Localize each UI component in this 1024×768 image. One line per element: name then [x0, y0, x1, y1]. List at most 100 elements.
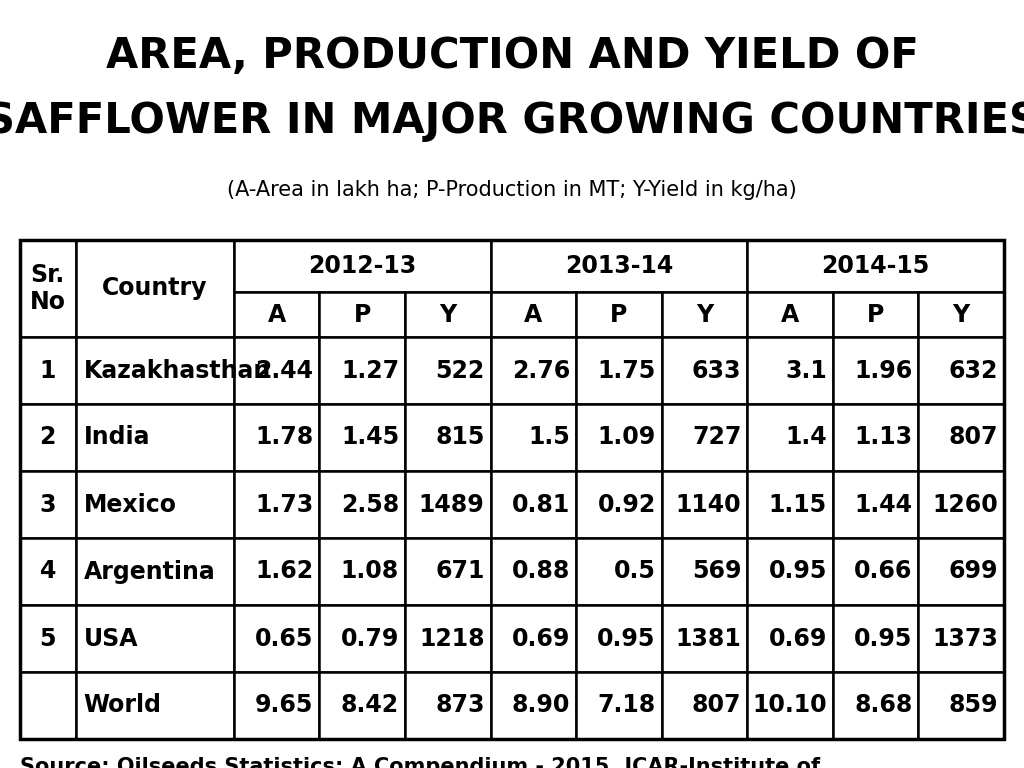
Text: 3: 3	[40, 492, 56, 517]
Bar	[319, 337, 406, 404]
Text: 2012-13: 2012-13	[308, 254, 417, 278]
Bar	[919, 404, 1004, 471]
Bar	[76, 337, 233, 404]
Bar	[833, 292, 919, 337]
Text: 3.1: 3.1	[785, 359, 826, 382]
Text: 7.18: 7.18	[597, 694, 655, 717]
Text: 2: 2	[40, 425, 56, 449]
Bar	[233, 672, 319, 739]
Bar	[490, 672, 577, 739]
Bar	[406, 471, 490, 538]
Text: 1.62: 1.62	[255, 560, 313, 584]
Bar	[833, 605, 919, 672]
Text: 8.42: 8.42	[341, 694, 399, 717]
Bar	[577, 605, 662, 672]
Text: India: India	[84, 425, 151, 449]
Bar	[233, 471, 319, 538]
Bar	[490, 404, 577, 471]
Text: Country: Country	[102, 276, 208, 300]
Bar	[20, 605, 76, 672]
Text: 0.88: 0.88	[512, 560, 570, 584]
Bar	[919, 471, 1004, 538]
Bar	[76, 538, 233, 605]
Bar	[577, 672, 662, 739]
Bar	[20, 337, 76, 404]
Text: Mexico: Mexico	[84, 492, 176, 517]
Text: Source: Oilseeds Statistics: A Compendium - 2015, ICAR-Institute of: Source: Oilseeds Statistics: A Compendiu…	[20, 757, 820, 768]
Text: 2.76: 2.76	[512, 359, 570, 382]
Text: 2.58: 2.58	[341, 492, 399, 517]
Bar	[833, 538, 919, 605]
Text: 859: 859	[948, 694, 998, 717]
Text: 1.73: 1.73	[255, 492, 313, 517]
Bar	[20, 240, 1004, 739]
Bar	[406, 292, 490, 337]
Bar	[919, 538, 1004, 605]
Bar	[577, 404, 662, 471]
Text: 1.27: 1.27	[341, 359, 399, 382]
Bar	[490, 337, 577, 404]
Text: SAFFLOWER IN MAJOR GROWING COUNTRIES: SAFFLOWER IN MAJOR GROWING COUNTRIES	[0, 100, 1024, 142]
Text: 1.15: 1.15	[769, 492, 826, 517]
Bar	[662, 538, 748, 605]
Text: P: P	[610, 303, 628, 326]
Text: 1140: 1140	[676, 492, 741, 517]
Text: 1.78: 1.78	[255, 425, 313, 449]
Text: 9.65: 9.65	[255, 694, 313, 717]
Bar	[406, 337, 490, 404]
Bar	[662, 605, 748, 672]
Text: 1.44: 1.44	[854, 492, 912, 517]
Bar	[233, 538, 319, 605]
Bar	[319, 292, 406, 337]
Bar	[319, 404, 406, 471]
Bar	[406, 672, 490, 739]
Text: 1.75: 1.75	[597, 359, 655, 382]
Text: 1.4: 1.4	[785, 425, 826, 449]
Text: 0.69: 0.69	[768, 627, 826, 650]
Text: 0.95: 0.95	[768, 560, 826, 584]
Text: Sr.
No: Sr. No	[30, 263, 66, 314]
Text: Y: Y	[952, 303, 970, 326]
Text: 1381: 1381	[676, 627, 741, 650]
Bar	[833, 471, 919, 538]
Bar	[233, 404, 319, 471]
Text: 633: 633	[692, 359, 741, 382]
Text: 0.81: 0.81	[512, 492, 570, 517]
Text: 2013-14: 2013-14	[565, 254, 673, 278]
Bar	[20, 672, 76, 739]
Text: 522: 522	[435, 359, 484, 382]
Text: 0.95: 0.95	[597, 627, 655, 650]
Text: 1373: 1373	[932, 627, 998, 650]
Bar	[490, 240, 748, 292]
Bar	[490, 292, 577, 337]
Bar	[319, 672, 406, 739]
Text: A: A	[267, 303, 286, 326]
Text: 0.92: 0.92	[597, 492, 655, 517]
Bar	[577, 538, 662, 605]
Text: AREA, PRODUCTION AND YIELD OF: AREA, PRODUCTION AND YIELD OF	[105, 35, 919, 77]
Text: 1.45: 1.45	[341, 425, 399, 449]
Text: USA: USA	[84, 627, 138, 650]
Bar	[662, 292, 748, 337]
Bar	[319, 471, 406, 538]
Text: 815: 815	[435, 425, 484, 449]
Bar	[20, 404, 76, 471]
Bar	[490, 471, 577, 538]
Text: 807: 807	[692, 694, 741, 717]
Text: 569: 569	[692, 560, 741, 584]
Bar	[20, 538, 76, 605]
Text: 0.79: 0.79	[341, 627, 399, 650]
Bar	[748, 471, 833, 538]
Text: 1260: 1260	[932, 492, 998, 517]
Bar	[76, 672, 233, 739]
Bar	[20, 240, 76, 337]
Text: 2014-15: 2014-15	[821, 254, 930, 278]
Text: 807: 807	[948, 425, 998, 449]
Text: A: A	[781, 303, 799, 326]
Bar	[319, 605, 406, 672]
Bar	[76, 471, 233, 538]
Bar	[233, 240, 490, 292]
Text: Kazakhasthan: Kazakhasthan	[84, 359, 271, 382]
Text: 0.66: 0.66	[854, 560, 912, 584]
Text: 1.08: 1.08	[341, 560, 399, 584]
